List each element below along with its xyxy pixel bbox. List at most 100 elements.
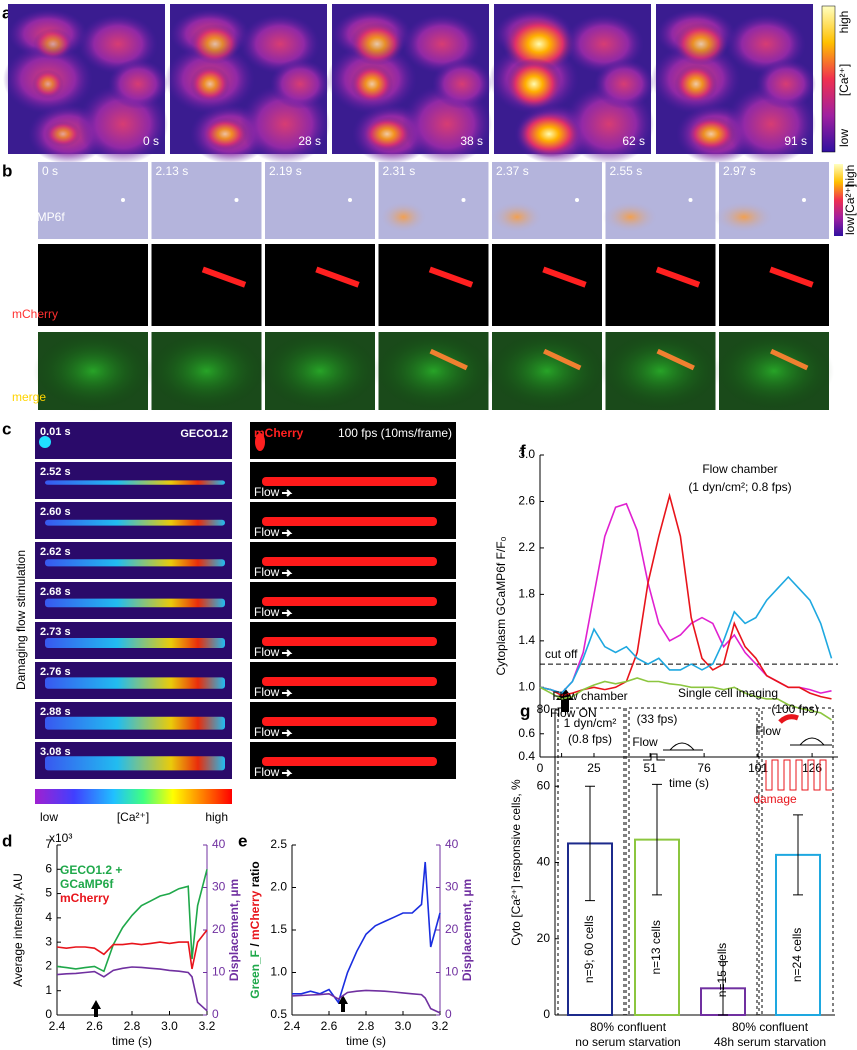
image-frame: [605, 244, 716, 326]
image-row: [35, 502, 456, 539]
image-row: [35, 702, 456, 739]
y-tick-label: 40: [212, 837, 226, 851]
annotation: Flow chamber: [702, 462, 777, 476]
y-tick-label: 2.6: [518, 494, 535, 508]
image-frame: [487, 331, 607, 411]
y-tick-label: 7: [45, 837, 52, 851]
time-label: 2.76 s: [40, 666, 71, 678]
y-tick-label: 0.6: [518, 726, 535, 740]
error-bar: [793, 814, 803, 896]
geco-streak: [45, 559, 225, 567]
colorbar-label: low: [40, 810, 58, 824]
x-tick-label: 101: [748, 761, 768, 775]
y-tick-label: 1.0: [270, 965, 287, 979]
x-tick-label: 2.4: [284, 1019, 301, 1033]
colorbar: [821, 5, 836, 153]
flow-label: Flow: [254, 525, 280, 539]
y-tick-label: 1.5: [270, 922, 287, 936]
flow-arrow: [282, 609, 293, 617]
image-background: [35, 422, 232, 459]
x-axis-label: time (s): [112, 1034, 152, 1048]
mcherry-streak: [262, 597, 437, 606]
x-tick-label: 2.8: [358, 1019, 375, 1033]
legend-box: GECO1.2 + GCaMP6f mCherry: [60, 863, 155, 905]
merge-streak: [770, 348, 809, 371]
series-line: [292, 861, 441, 1005]
colorbar: [35, 789, 232, 804]
image-row: [35, 622, 456, 659]
bar-label: n=24 cells: [790, 928, 804, 982]
panel-label: a: [2, 3, 12, 22]
y-tick-label: 30: [212, 880, 226, 894]
series-line: [56, 869, 208, 973]
annotation: Flow: [755, 724, 781, 738]
row-label: GCaMP6f: [12, 210, 65, 224]
cell: [260, 331, 380, 411]
image-background: [38, 244, 148, 326]
image-frame: [165, 4, 330, 164]
flow-arrow-icon: [778, 714, 799, 724]
flow-label: Flow: [254, 765, 280, 779]
flow-label: Flow: [254, 645, 280, 659]
y-tick-label: 2.2: [518, 540, 535, 554]
image-frame: [3, 4, 168, 164]
cell-signal: [673, 22, 729, 66]
panel-label: g: [520, 701, 530, 720]
panel-label: f: [520, 441, 526, 460]
time-label: 3.08 s: [40, 746, 71, 758]
cell-signal: [602, 201, 659, 233]
mcherry-streak: [769, 266, 814, 288]
cell-signal: [362, 116, 412, 152]
cell-signal: [491, 201, 543, 233]
y-axis-label-part: ratio: [248, 861, 262, 890]
x-tick-label: 0: [537, 761, 544, 775]
pulse-icon: [643, 753, 665, 761]
geco-streak: [45, 480, 225, 485]
bar: [634, 838, 680, 1016]
cell-signal: [189, 23, 241, 65]
legend-entry: GECO1.2 + GCaMP6f: [60, 863, 123, 891]
colorbar-label: high: [837, 11, 851, 34]
group-box: [557, 707, 625, 1016]
series-line: [291, 989, 441, 1014]
colorbar-label: [Ca²⁺]: [117, 810, 149, 824]
cell-signal: [516, 110, 582, 158]
image-background: [250, 422, 456, 459]
image-row: [35, 422, 456, 459]
panel-label: d: [2, 831, 12, 850]
y-tick-label: 20: [212, 922, 226, 936]
image-row: [35, 582, 456, 619]
time-label: 0 s: [143, 134, 159, 148]
mcherry-streak: [262, 557, 437, 566]
merge-streak: [429, 348, 468, 371]
y-axis-label: Cytoplasm GCaMP6f F/F₀: [494, 536, 508, 675]
y-tick-label: 4: [45, 910, 52, 924]
mcherry-streak: [262, 477, 437, 486]
flow-label: Flow: [254, 685, 280, 699]
annotation: Flow chamber: [552, 689, 627, 703]
y-axis-label-part: Green_F: [248, 950, 262, 999]
mcherry-streak: [315, 266, 360, 288]
flow-arrow: [282, 689, 293, 697]
image-frame: [492, 244, 602, 326]
y-axis-label: Average intensity, AU: [11, 873, 25, 987]
image-frame: [602, 162, 716, 239]
y-tick-label: 0.4: [518, 749, 535, 763]
y-tick-label: 0: [543, 1007, 550, 1021]
image-frame: [33, 331, 153, 411]
y-tick-label: 3.0: [518, 447, 535, 461]
image-frame: [719, 244, 829, 326]
panel-label: e: [238, 831, 247, 850]
y-tick-label: 2: [45, 959, 52, 973]
annotation: (1 dyn/cm²; 0.8 fps): [688, 480, 791, 494]
x-axis-label: time (s): [346, 1034, 386, 1048]
image-row: [35, 542, 456, 579]
mcherry-streak: [428, 266, 474, 288]
image-frame: [714, 162, 829, 239]
marker: [688, 198, 693, 202]
x-tick-label: 126: [802, 761, 822, 775]
colorbar-label: [Ca²⁺]: [843, 184, 857, 216]
y-tick-label: 3: [45, 934, 52, 948]
image-frame: [38, 244, 148, 326]
bar-label: n=15 cells: [715, 943, 729, 997]
